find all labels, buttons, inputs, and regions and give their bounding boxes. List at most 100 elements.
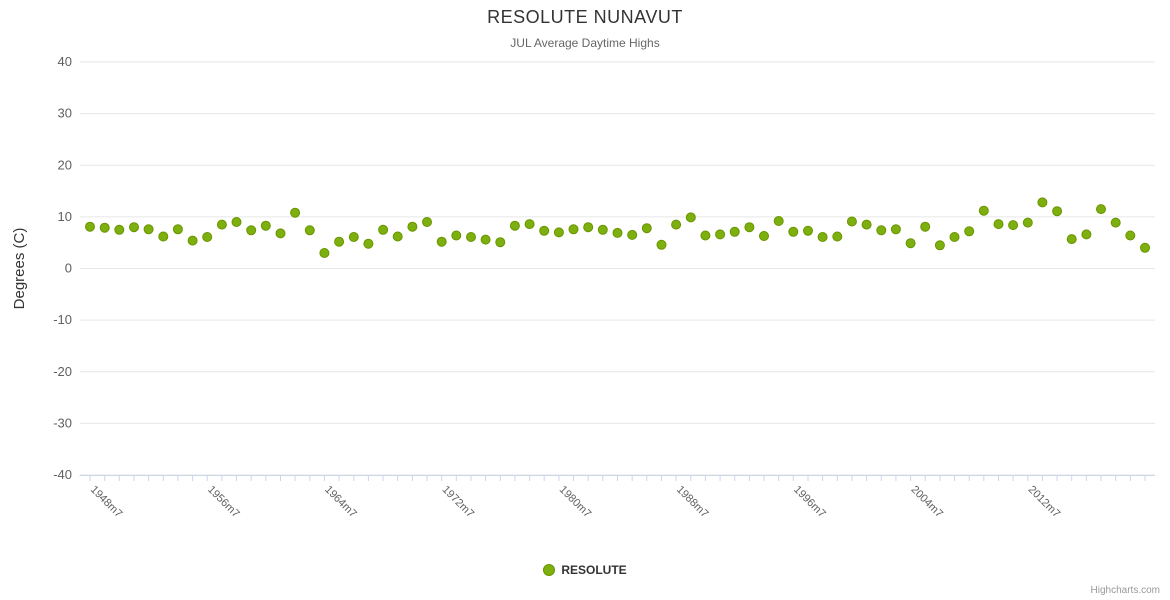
data-point[interactable] bbox=[1096, 204, 1106, 215]
data-point[interactable] bbox=[260, 220, 271, 231]
x-axis-tick-label: 2004m7 bbox=[908, 484, 945, 521]
legend-marker-icon bbox=[543, 564, 556, 576]
data-point[interactable] bbox=[1140, 242, 1150, 253]
y-axis-tick-label: 20 bbox=[58, 157, 72, 172]
data-point[interactable] bbox=[216, 219, 227, 230]
data-point[interactable] bbox=[466, 232, 476, 242]
data-point[interactable] bbox=[129, 222, 139, 233]
data-point[interactable] bbox=[187, 235, 198, 246]
data-point[interactable] bbox=[685, 212, 696, 223]
data-point[interactable] bbox=[451, 230, 462, 241]
data-point[interactable] bbox=[114, 224, 125, 235]
data-point[interactable] bbox=[1052, 206, 1063, 217]
data-point[interactable] bbox=[407, 221, 418, 232]
x-axis-tick-label: 1980m7 bbox=[557, 484, 594, 521]
data-point[interactable] bbox=[436, 236, 447, 247]
data-point[interactable] bbox=[641, 223, 652, 234]
data-point[interactable] bbox=[231, 217, 242, 227]
data-point[interactable] bbox=[876, 225, 887, 236]
data-point[interactable] bbox=[729, 226, 740, 237]
data-point[interactable] bbox=[656, 239, 667, 250]
data-point[interactable] bbox=[363, 238, 374, 249]
data-point[interactable] bbox=[905, 238, 916, 249]
data-point[interactable] bbox=[1081, 229, 1092, 240]
data-point[interactable] bbox=[832, 231, 843, 242]
data-point[interactable] bbox=[993, 219, 1004, 230]
data-point[interactable] bbox=[99, 222, 110, 233]
y-axis-tick-label: -20 bbox=[53, 364, 72, 379]
data-point[interactable] bbox=[715, 229, 726, 240]
legend-label: RESOLUTE bbox=[561, 563, 627, 577]
data-point[interactable] bbox=[290, 207, 301, 218]
data-point[interactable] bbox=[612, 227, 623, 238]
data-point[interactable] bbox=[334, 236, 345, 247]
y-axis-tick-label: 0 bbox=[65, 261, 72, 276]
data-point[interactable] bbox=[539, 225, 550, 236]
data-point[interactable] bbox=[1022, 217, 1033, 228]
data-point[interactable] bbox=[1008, 220, 1019, 231]
data-point[interactable] bbox=[275, 228, 286, 239]
data-point[interactable] bbox=[172, 224, 183, 235]
data-point[interactable] bbox=[319, 248, 330, 258]
data-point[interactable] bbox=[1125, 230, 1136, 241]
data-point[interactable] bbox=[964, 226, 975, 237]
data-point[interactable] bbox=[1066, 234, 1077, 245]
data-point[interactable] bbox=[934, 240, 945, 251]
data-point[interactable] bbox=[759, 231, 769, 241]
x-axis-tick-label: 1964m7 bbox=[322, 484, 359, 521]
data-point[interactable] bbox=[392, 231, 403, 242]
data-point[interactable] bbox=[920, 221, 931, 232]
legend-item-resolute[interactable]: RESOLUTE bbox=[0, 563, 1170, 577]
data-point[interactable] bbox=[85, 221, 95, 232]
data-point[interactable] bbox=[846, 216, 857, 227]
data-point[interactable] bbox=[202, 232, 213, 242]
data-point[interactable] bbox=[700, 230, 711, 241]
y-axis-tick-label: 30 bbox=[58, 106, 72, 121]
data-point[interactable] bbox=[744, 222, 755, 233]
data-point[interactable] bbox=[495, 237, 506, 248]
y-axis-tick-label: 10 bbox=[58, 209, 72, 224]
data-point[interactable] bbox=[890, 224, 901, 235]
data-point[interactable] bbox=[158, 231, 169, 242]
x-axis-tick-label: 1956m7 bbox=[205, 484, 242, 521]
y-axis-title: Degrees (C) bbox=[11, 228, 28, 310]
data-point[interactable] bbox=[788, 226, 799, 237]
data-point[interactable] bbox=[583, 222, 594, 233]
data-point[interactable] bbox=[803, 225, 813, 236]
data-point[interactable] bbox=[1037, 197, 1048, 208]
data-point[interactable] bbox=[568, 224, 579, 235]
data-point[interactable] bbox=[246, 225, 257, 236]
data-point[interactable] bbox=[480, 234, 491, 245]
data-point[interactable] bbox=[978, 205, 989, 216]
credits-link[interactable]: Highcharts.com bbox=[1090, 585, 1160, 596]
data-point[interactable] bbox=[817, 232, 828, 242]
y-axis-tick-label: 40 bbox=[58, 54, 72, 69]
chart-subtitle: JUL Average Daytime Highs bbox=[510, 36, 660, 50]
data-point[interactable] bbox=[1110, 217, 1121, 228]
data-point[interactable] bbox=[348, 232, 359, 242]
data-point[interactable] bbox=[524, 219, 535, 230]
data-point[interactable] bbox=[627, 229, 638, 240]
data-point[interactable] bbox=[553, 227, 564, 238]
data-point[interactable] bbox=[597, 224, 608, 235]
data-point[interactable] bbox=[378, 224, 389, 235]
x-axis-tick-label: 1996m7 bbox=[791, 484, 828, 521]
x-axis-tick-label: 2012m7 bbox=[1026, 484, 1063, 521]
data-point[interactable] bbox=[304, 225, 315, 236]
y-axis-tick-label: -10 bbox=[53, 312, 72, 327]
data-point[interactable] bbox=[143, 224, 154, 235]
x-axis-tick-label: 1948m7 bbox=[88, 484, 125, 521]
data-point[interactable] bbox=[509, 220, 520, 231]
y-axis-tick-label: -30 bbox=[53, 415, 72, 430]
chart-title: RESOLUTE NUNAVUT bbox=[487, 7, 683, 27]
data-point[interactable] bbox=[861, 219, 872, 230]
x-axis-tick-label: 1972m7 bbox=[440, 484, 477, 521]
data-point[interactable] bbox=[422, 217, 432, 227]
data-point[interactable] bbox=[773, 216, 784, 226]
data-point[interactable] bbox=[671, 219, 682, 230]
x-axis-tick-label: 1988m7 bbox=[674, 484, 711, 521]
data-point[interactable] bbox=[949, 232, 960, 242]
y-axis-tick-label: -40 bbox=[53, 467, 72, 482]
